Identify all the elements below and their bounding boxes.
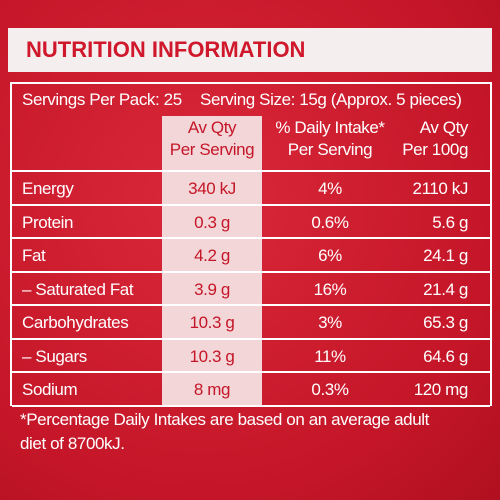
- cell-value: 6%: [318, 246, 342, 265]
- nutrient: Fat: [22, 246, 46, 265]
- cell-value: 8 mg: [193, 380, 231, 399]
- cell-value: 120 mg: [413, 380, 469, 399]
- column-header: % Daily Intake*: [275, 118, 385, 137]
- cell-value: 3.9 g: [194, 279, 230, 299]
- cell-value: 3%: [318, 313, 342, 332]
- column-header: Av Qty: [187, 118, 237, 137]
- cell-value: 4.2 g: [194, 246, 230, 265]
- column-header: Per Serving: [169, 140, 255, 159]
- cell-value: 2110 kJ: [412, 179, 469, 198]
- cell-value: 64.6 g: [423, 346, 468, 366]
- cell-value: 340 kJ: [188, 179, 236, 198]
- serving-size: Serving Size: 15g (Approx. 5 pieces): [200, 90, 462, 109]
- cell-value: 21.4 g: [423, 279, 468, 299]
- row-line: [12, 203, 490, 206]
- footnote: *Percentage Daily Intakes are based on a…: [20, 410, 429, 429]
- row-line: [12, 237, 490, 239]
- row-line: [12, 404, 490, 407]
- nutrient: Energy: [22, 179, 74, 198]
- nutrient: Protein: [22, 212, 74, 232]
- nutrient: Carbohydrates: [22, 313, 129, 332]
- cell-value: 5.6 g: [432, 212, 468, 232]
- column-header: Per 100g: [402, 140, 468, 159]
- cell-value: 65.3 g: [423, 313, 468, 332]
- cell-value: 24.1 g: [423, 246, 468, 265]
- cell-value: 10.3 g: [189, 346, 235, 366]
- header: NUTRITION INFORMATION: [8, 28, 492, 72]
- table-frame: [10, 82, 492, 406]
- cell-value: 4%: [318, 179, 342, 198]
- cell-value: 0.6%: [311, 212, 349, 232]
- footnote: diet of 8700kJ.: [20, 434, 125, 453]
- row-line: [12, 170, 490, 172]
- column-header: Av Qty: [419, 118, 469, 137]
- cell-value: 0.3%: [311, 380, 349, 399]
- servings-per-pack: Servings Per Pack: 25: [22, 90, 182, 109]
- nutrient: – Sugars: [22, 346, 87, 366]
- cell-value: 11%: [314, 346, 346, 366]
- serving-column: [162, 116, 262, 406]
- cell-value: 16%: [313, 279, 347, 299]
- title: NUTRITION INFORMATION: [26, 37, 306, 62]
- cell-value: 10.3 g: [189, 313, 235, 332]
- cell-value: 0.3 g: [194, 212, 230, 232]
- row-line: [12, 270, 490, 273]
- row-line: [12, 304, 490, 306]
- row-line: [12, 371, 490, 373]
- nutrient: Sodium: [22, 380, 78, 399]
- row-line: [12, 337, 490, 340]
- column-header: Per Serving: [287, 140, 373, 159]
- nutrient: – Saturated Fat: [22, 279, 134, 299]
